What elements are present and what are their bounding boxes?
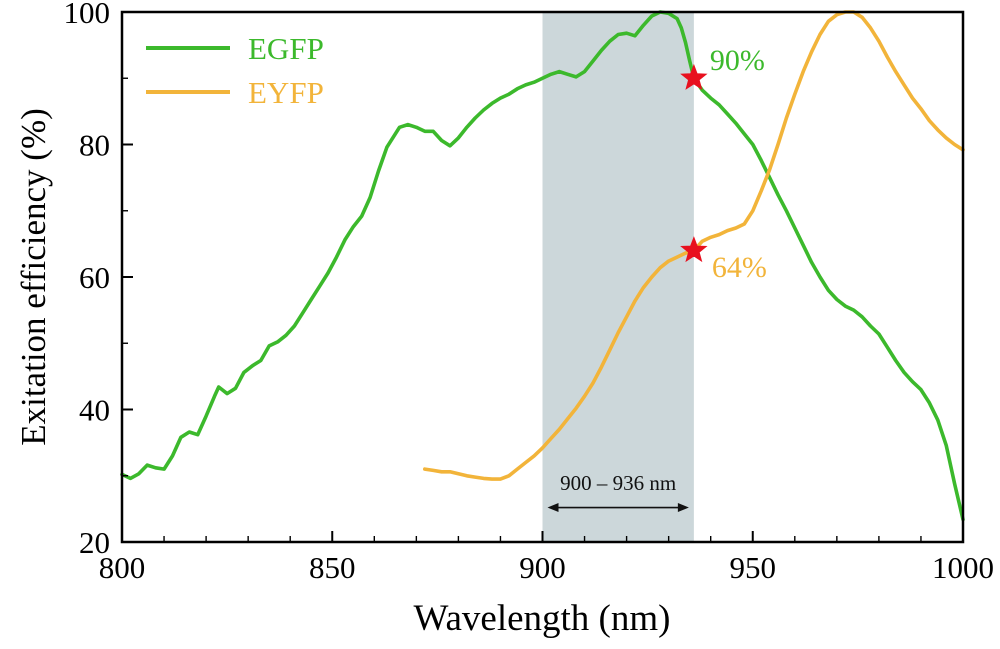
legend-label-egfp: EGFP — [248, 30, 324, 66]
eyfp-line-swatch — [146, 90, 230, 94]
egfp-star-label: 90% — [709, 44, 765, 78]
x-tick-label: 800 — [99, 550, 146, 585]
egfp-line-swatch — [146, 46, 230, 50]
y-tick-label: 40 — [79, 393, 110, 428]
egfp-curve — [120, 10, 965, 522]
y-tick-label: 80 — [79, 128, 110, 163]
x-tick-label: 1000 — [932, 550, 994, 585]
x-tick-label: 950 — [730, 550, 777, 585]
legend-label-eyfp: EYFP — [248, 74, 324, 110]
band-arrow-left-head — [547, 503, 559, 513]
x-tick-label: 900 — [519, 550, 566, 585]
x-axis-label: Wavelength (nm) — [413, 598, 671, 639]
band-arrow-right-head — [677, 503, 689, 513]
y-tick-label: 60 — [79, 260, 110, 295]
y-tick-label: 100 — [64, 0, 111, 30]
eyfp-star-label: 64% — [711, 250, 767, 284]
legend-item-eyfp: EYFP — [146, 70, 324, 114]
legend: EGFP EYFP — [146, 26, 324, 114]
legend-item-egfp: EGFP — [146, 26, 324, 70]
star-marker-1 — [680, 236, 708, 263]
band-range-label: 900 – 936 nm — [560, 471, 677, 496]
shaded-band — [542, 12, 694, 542]
x-tick-label: 850 — [309, 550, 356, 585]
y-axis-label: Exitation efficiency (%) — [14, 108, 53, 446]
y-tick-label: 20 — [79, 525, 110, 560]
star-marker-0 — [680, 63, 708, 90]
